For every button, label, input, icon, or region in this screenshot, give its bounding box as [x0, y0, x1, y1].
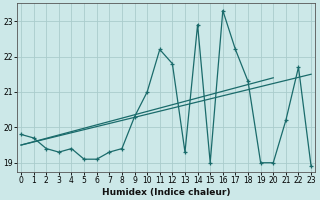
X-axis label: Humidex (Indice chaleur): Humidex (Indice chaleur) [102, 188, 230, 197]
